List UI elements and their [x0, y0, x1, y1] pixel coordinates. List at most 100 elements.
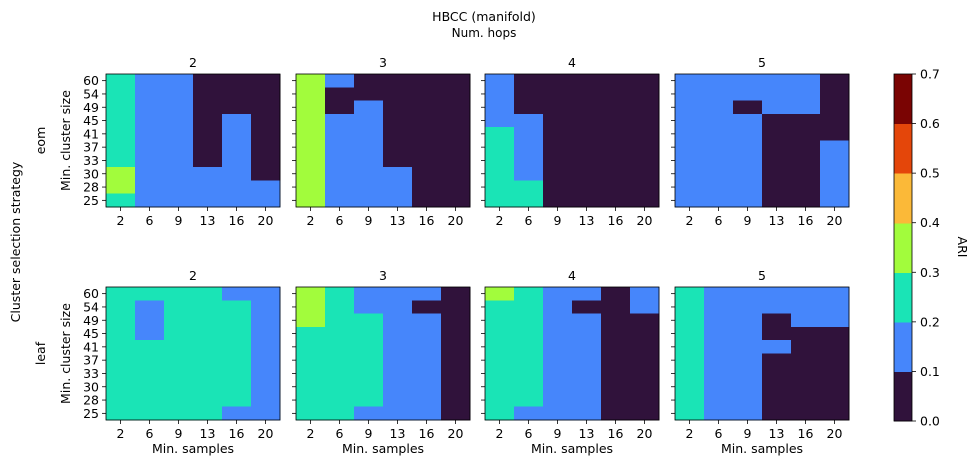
heatmap-cell: [296, 366, 326, 381]
heatmap-cell: [572, 193, 602, 208]
heatmap-cell: [106, 300, 136, 315]
x-tick-label: 13: [200, 213, 216, 228]
heatmap-cell: [762, 74, 792, 88]
heatmap-cell: [601, 127, 631, 142]
heatmap-cell: [222, 313, 252, 328]
heatmap-cell: [135, 193, 165, 208]
heatmap-cell: [791, 74, 821, 88]
heatmap-cell: [601, 313, 631, 328]
heatmap-cell: [106, 380, 136, 394]
x-tick-label: 9: [175, 213, 183, 228]
heatmap-cell: [412, 113, 442, 128]
heatmap-cell: [106, 113, 136, 128]
heatmap-cell: [222, 406, 252, 421]
heatmap-cell: [630, 87, 660, 102]
heatmap-cell: [106, 153, 136, 168]
x-tick-label: 9: [744, 213, 752, 228]
heatmap-cell: [630, 287, 660, 301]
heatmap-cell: [251, 87, 281, 102]
heatmap-cell: [675, 180, 705, 195]
heatmap-cell: [193, 406, 223, 421]
heatmap-cell: [543, 380, 573, 394]
heatmap-cell: [412, 326, 442, 341]
x-tick-label: 16: [419, 426, 435, 441]
heatmap-cell: [514, 340, 544, 355]
heatmap-cell: [762, 100, 792, 115]
heatmap-cell: [572, 140, 602, 155]
heatmap-cell: [441, 313, 471, 328]
y-tick-label: 33: [83, 366, 99, 381]
heatmap-cell: [412, 127, 442, 142]
heatmap-cell: [675, 140, 705, 155]
y-tick-label: 41: [83, 339, 99, 354]
heatmap-cell: [791, 193, 821, 208]
heatmap-cell: [296, 313, 326, 328]
x-tick-label: 13: [579, 213, 595, 228]
heatmap-cell: [354, 380, 384, 394]
heatmap-cell: [543, 313, 573, 328]
heatmap-cell: [762, 193, 792, 208]
heatmap-cell: [106, 287, 136, 301]
heatmap-cell: [441, 380, 471, 394]
x-tick-label: 6: [336, 213, 344, 228]
heatmap-cell: [164, 140, 194, 155]
heatmap-cell: [762, 140, 792, 155]
heatmap-cell: [543, 153, 573, 168]
heatmap-cell: [354, 313, 384, 328]
heatmap-cell: [441, 113, 471, 128]
heatmap-cell: [383, 87, 413, 102]
heatmap-cell: [412, 153, 442, 168]
heatmap-cell: [675, 287, 705, 301]
heatmap-cell: [193, 87, 223, 102]
heatmap-cell: [193, 340, 223, 355]
heatmap-cell: [630, 366, 660, 381]
heatmap-cell: [412, 366, 442, 381]
colorbar-tick-label: 0.6: [920, 116, 940, 131]
heatmap-cell: [630, 100, 660, 115]
heatmap-cell: [762, 393, 792, 408]
heatmap-cell: [543, 100, 573, 115]
heatmap-cell: [135, 340, 165, 355]
heatmap-cell: [354, 393, 384, 408]
heatmap-cell: [820, 326, 850, 341]
heatmap-cell: [733, 140, 763, 155]
heatmap-cell: [222, 366, 252, 381]
x-tick-label: 2: [686, 213, 694, 228]
heatmap-cell: [441, 153, 471, 168]
x-axis-label: Min. samples: [531, 441, 613, 456]
colorbar-tick-label: 0.0: [920, 414, 940, 429]
heatmap-cell: [485, 287, 515, 301]
x-tick-label: 9: [365, 213, 373, 228]
heatmap-cell: [485, 340, 515, 355]
heatmap-cell: [572, 167, 602, 181]
x-tick-label: 2: [686, 426, 694, 441]
heatmap-cell: [325, 140, 355, 155]
heatmap-cell: [572, 113, 602, 128]
heatmap-cell: [441, 74, 471, 88]
heatmap-cell: [572, 406, 602, 421]
heatmap-cell: [601, 380, 631, 394]
heatmap-cell: [543, 167, 573, 181]
panel-title: 4: [568, 268, 576, 283]
x-tick-label: 20: [637, 426, 653, 441]
heatmap-cell: [485, 366, 515, 381]
heatmap-cell: [630, 313, 660, 328]
heatmap-cell: [601, 87, 631, 102]
heatmap-cell: [791, 180, 821, 195]
heatmap-cell: [733, 353, 763, 368]
heatmap-cell: [820, 180, 850, 195]
heatmap-cell: [354, 113, 384, 128]
heatmap-cell: [106, 393, 136, 408]
heatmap-cell: [106, 326, 136, 341]
heatmap-cell: [412, 340, 442, 355]
heatmap-cell: [733, 180, 763, 195]
heatmap-cell: [762, 366, 792, 381]
heatmap-cell: [325, 100, 355, 115]
x-tick-label: 6: [715, 213, 723, 228]
heatmap-cell: [485, 393, 515, 408]
heatmap-cell: [325, 87, 355, 102]
heatmap-cell: [135, 353, 165, 368]
heatmap-cell: [791, 113, 821, 128]
heatmap-cell: [296, 180, 326, 195]
heatmap-cell: [106, 140, 136, 155]
